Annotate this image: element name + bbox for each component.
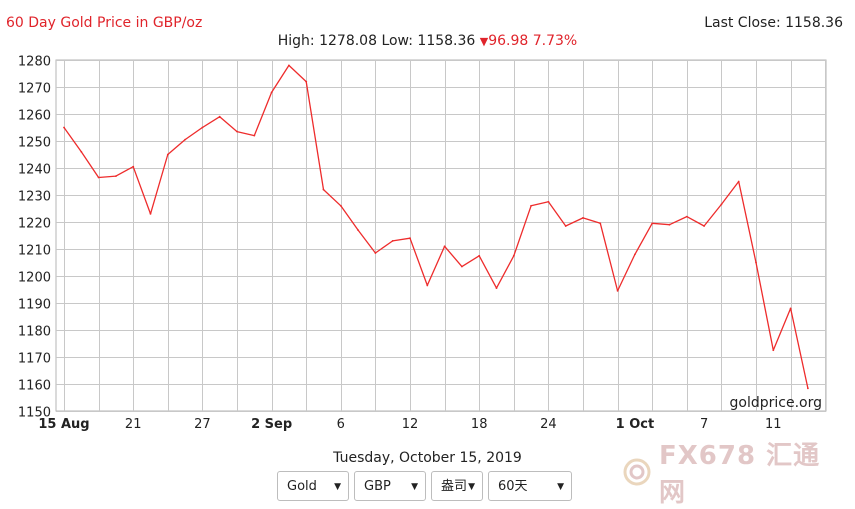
data-point [668,223,671,226]
x-tick-label: 21 [125,417,142,432]
y-tick-label: 1150 [18,406,51,421]
range-select[interactable]: 60天 ▼ [488,471,572,501]
data-point [478,254,481,257]
data-point [80,150,83,153]
y-tick-label: 1240 [18,163,51,178]
y-tick-label: 1160 [18,379,51,394]
data-point [634,253,636,256]
watermark-brand: goldprice.org [730,395,822,411]
data-point [63,126,65,129]
x-tick-label: 27 [194,417,211,432]
data-point [564,225,567,227]
corner-watermark: FX678 汇通网 [623,441,841,508]
data-point [582,217,584,219]
data-point [755,261,757,264]
data-point [253,134,256,137]
data-point [184,138,187,141]
x-tick-label: 15 Aug [38,417,89,432]
data-point [322,188,325,191]
data-point [218,115,221,118]
data-point [720,203,723,206]
unit-select-value: 盎司 [441,479,468,494]
y-axis-ticks: 1150 1160 1170 1180 1190 1200 1210 1220 1230 1240… [18,55,51,421]
x-tick-label: 7 [700,417,708,432]
data-point [495,287,498,290]
data-point [772,349,775,352]
data-point [443,245,446,248]
last-close-readout: Last Close: 1158.36 [704,15,843,31]
data-point [426,284,429,287]
metal-select-value: Gold [287,479,317,494]
currency-select[interactable]: GBP ▼ [354,471,426,501]
currency-select-value: GBP [364,479,391,494]
data-point [149,213,152,215]
high-low-text: High: 1278.08 Low: 1158.36 [277,33,476,49]
data-point [651,222,654,225]
data-point [807,387,809,390]
data-point [703,225,705,227]
x-tick-label: 1 Oct [616,417,655,432]
x-axis-ticks: 15 Aug 21 27 2 Sep 6 12 18 24 1 Oct 7 11 [38,417,781,432]
y-tick-label: 1200 [18,271,51,286]
data-point [97,176,100,179]
data-point [461,265,463,268]
x-tick-label: 12 [402,417,419,432]
data-point [236,130,238,133]
chevron-down-icon: ▼ [557,482,564,492]
data-point [288,64,290,67]
data-point [339,204,342,207]
data-point [530,204,532,207]
data-point [201,126,204,129]
data-point [115,175,117,178]
y-tick-label: 1170 [18,352,51,367]
price-line [63,64,809,389]
data-point [270,91,273,94]
y-tick-label: 1270 [18,82,51,97]
y-tick-label: 1220 [18,217,51,232]
y-tick-label: 1180 [18,325,51,340]
data-point [132,165,135,168]
data-point [166,153,169,156]
range-select-value: 60天 [498,479,528,494]
x-tick-label: 24 [540,417,557,432]
price-series [63,64,809,390]
selected-date: Tuesday, October 15, 2019 [333,450,522,466]
data-point [737,180,740,183]
change-text: 96.98 7.73% [488,33,578,49]
y-tick-label: 1190 [18,298,51,313]
y-tick-label: 1280 [18,55,51,70]
unit-select[interactable]: 盎司 ▼ [431,471,483,501]
data-point [305,80,308,83]
data-point [547,200,550,203]
plot-frame [55,59,827,412]
chevron-down-icon: ▼ [334,482,341,492]
y-tick-label: 1210 [18,244,51,259]
data-point [616,289,619,292]
chart-title: 60 Day Gold Price in GBP/oz [6,15,203,31]
x-tick-label: 6 [337,417,345,432]
y-tick-label: 1260 [18,109,51,124]
high-low-summary: High: 1278.08 Low: 1158.36 ▼96.98 7.73% [0,33,855,49]
corner-watermark-text: FX678 汇通网 [659,441,821,508]
down-arrow-icon: ▼ [479,35,489,48]
data-point [599,222,602,225]
x-tick-label: 18 [471,417,488,432]
y-tick-label: 1250 [18,136,51,151]
x-tick-label: 2 Sep [251,417,292,432]
price-chart: 1150 1160 1170 1180 1190 1200 1210 1220 1230 1240… [18,55,827,432]
chart-grid [55,59,827,412]
metal-select[interactable]: Gold ▼ [277,471,349,501]
data-point [409,237,411,240]
data-point [685,215,688,218]
y-tick-label: 1230 [18,190,51,205]
data-point [512,254,515,257]
data-point [357,229,359,232]
data-point [374,252,377,254]
chevron-down-icon: ▼ [411,482,418,492]
chevron-down-icon: ▼ [468,482,475,492]
x-tick-label: 11 [765,417,782,432]
data-point [391,240,394,242]
fx678-logo-icon [623,458,651,486]
data-point [789,307,792,310]
